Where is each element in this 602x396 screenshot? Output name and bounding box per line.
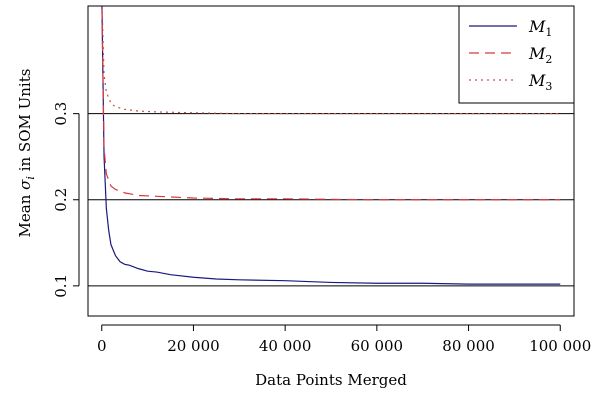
y-axis-title-suffix: in SOM Units <box>16 69 34 177</box>
y-tick-label-1: 0.2 <box>52 188 70 212</box>
legend-subscript: 2 <box>545 53 552 66</box>
y-tick-label-2: 0.3 <box>52 102 70 126</box>
series-lines <box>101 6 561 285</box>
y-axis-title-subscript: i <box>24 176 37 180</box>
legend-symbol: M <box>528 17 546 36</box>
legend-symbol: M <box>528 71 546 90</box>
x-axis-title: Data Points Merged <box>255 371 407 389</box>
y-tick-label-0: 0.1 <box>52 274 70 298</box>
x-tick-label-3: 60 000 <box>351 337 404 355</box>
legend-box <box>458 5 575 104</box>
legend-label-3: M3 <box>528 71 552 93</box>
legend-label-2: M2 <box>528 44 552 66</box>
x-tick-label-2: 40 000 <box>259 337 312 355</box>
series-line-1 <box>101 6 561 285</box>
legend-symbol: M <box>528 44 546 63</box>
legend-subscript: 1 <box>545 26 552 39</box>
x-tick-label-4: 80 000 <box>442 337 495 355</box>
y-axis: 0.1 0.2 0.3 <box>52 102 80 298</box>
series-line-2 <box>101 6 561 201</box>
y-axis-title-prefix: Mean <box>16 190 34 238</box>
y-axis-title: Mean σi in SOM Units <box>16 69 37 238</box>
legend-label-1: M1 <box>528 17 552 39</box>
plot-area-frame <box>87 5 575 317</box>
x-tick-label-5: 100 000 <box>529 337 591 355</box>
x-tick-label-0: 0 <box>97 337 107 355</box>
y-axis-title-symbol: σ <box>16 179 34 190</box>
x-tick-label-1: 20 000 <box>167 337 220 355</box>
legend-subscript: 3 <box>545 80 552 93</box>
x-axis: 0 20 000 40 000 60 000 80 000 100 000 <box>97 324 591 355</box>
